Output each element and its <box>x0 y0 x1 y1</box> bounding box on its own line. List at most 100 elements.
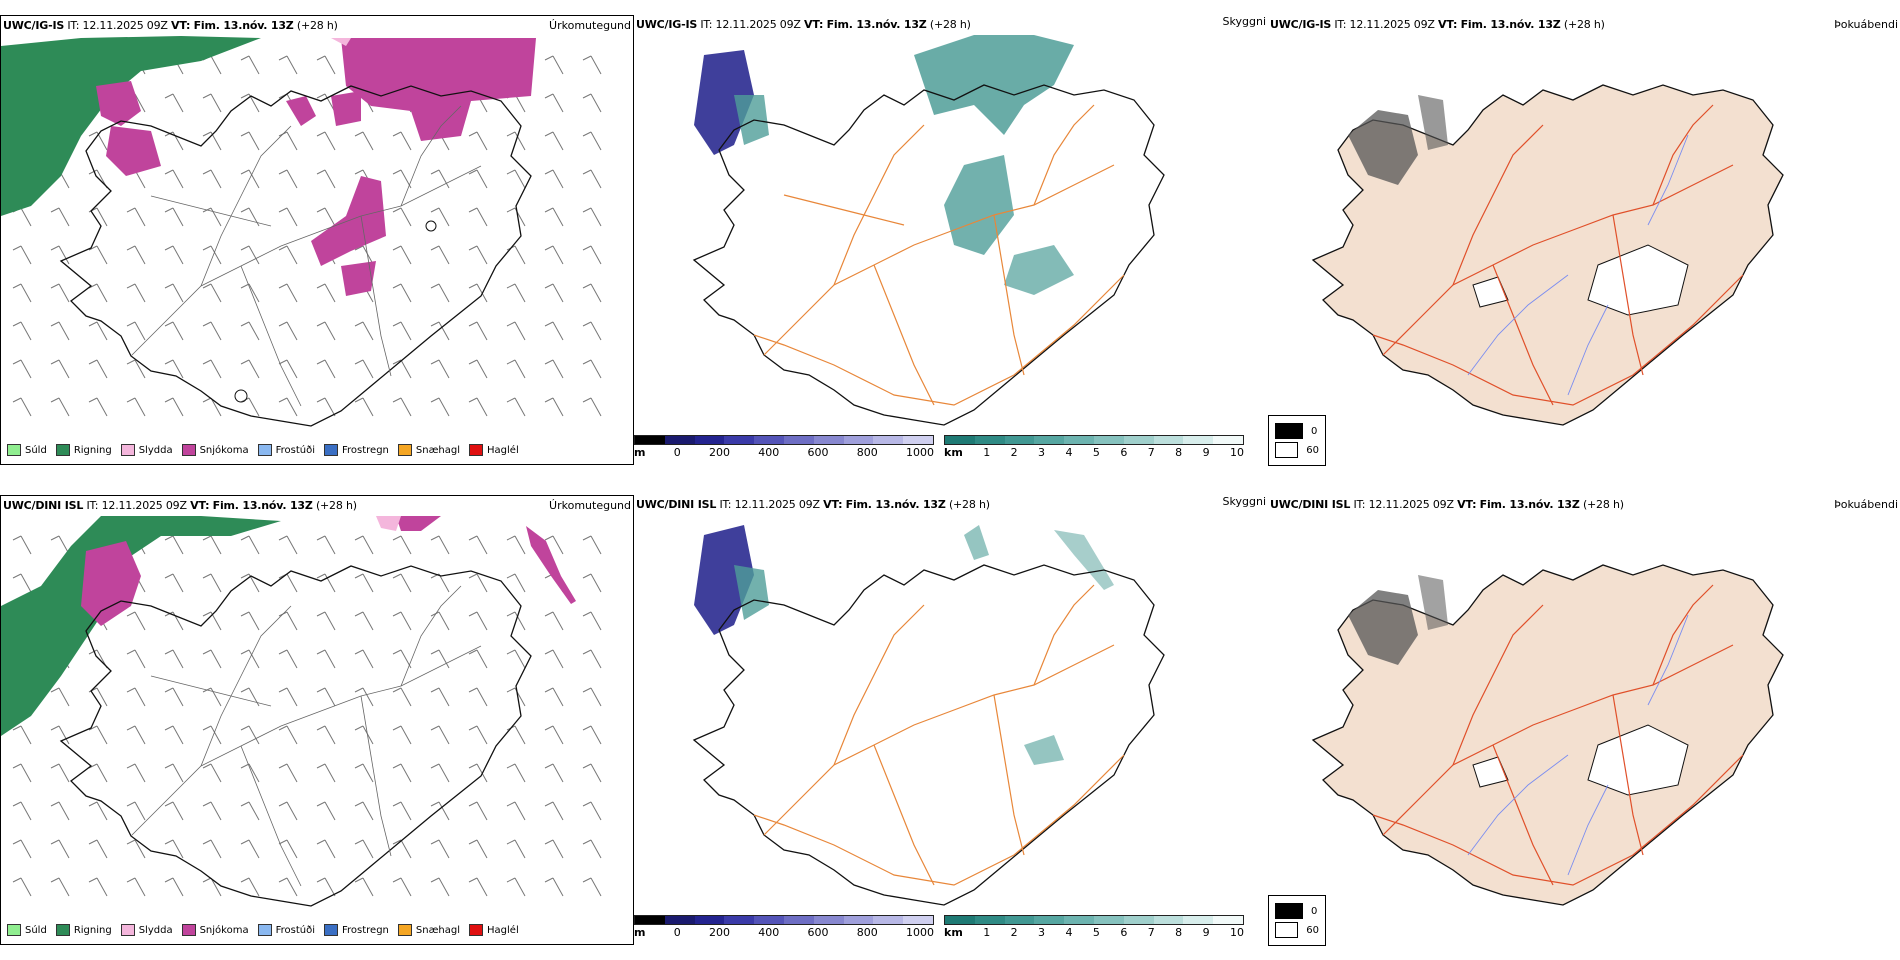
panel-header: UWC/DINI ISL IT: 12.11.2025 09Z VT: Fim.… <box>636 498 990 511</box>
wind-barb <box>506 611 526 631</box>
wind-barb <box>544 687 564 707</box>
wind-barb <box>164 573 184 593</box>
iceland-outline <box>59 85 532 427</box>
wind-barb <box>430 535 450 555</box>
wind-barb <box>392 801 412 821</box>
wind-barb <box>544 359 564 379</box>
wind-barb <box>164 649 184 669</box>
wind-barb <box>506 535 526 555</box>
wind-barb <box>278 801 298 821</box>
model-name: UWC/DINI ISL <box>1270 498 1351 511</box>
wind-barb <box>430 801 450 821</box>
low-visibility-area <box>734 95 769 145</box>
wind-barb <box>240 725 260 745</box>
wind-barb <box>430 321 450 341</box>
wind-barb <box>468 839 488 859</box>
wind-barb <box>12 397 32 417</box>
wind-barb <box>126 397 146 417</box>
legend-label: Frostregn <box>342 444 389 456</box>
wind-barb <box>278 207 298 227</box>
wind-barb <box>126 649 146 669</box>
wind-barb <box>316 573 336 593</box>
wind-barb <box>392 611 412 631</box>
legend-label: Haglél <box>487 924 519 936</box>
wind-barb <box>316 839 336 859</box>
visibility-colorbar-ticks: km 1 2 3 4 5 6 7 8 9 10 <box>944 446 1244 459</box>
fog-legend-item: 60 <box>1275 442 1319 458</box>
glacier <box>1472 276 1509 308</box>
wind-barb <box>278 839 298 859</box>
wind-barb <box>240 763 260 783</box>
wind-barb <box>506 321 526 341</box>
wind-barb <box>202 359 222 379</box>
wind-barb <box>202 245 222 265</box>
legend-label: Frostregn <box>342 924 389 936</box>
wind-barb <box>164 207 184 227</box>
wind-barb <box>316 169 336 189</box>
valid-label: VT: <box>823 498 843 511</box>
snow-area <box>286 96 316 126</box>
wind-barb <box>392 131 412 151</box>
wind-barb <box>278 763 298 783</box>
legend-swatch <box>1275 903 1303 919</box>
legend-label: Súld <box>25 924 47 936</box>
fog-legend-item: 60 <box>1275 922 1319 938</box>
wind-barb <box>582 283 602 303</box>
lead-time: (+28 h) <box>948 498 990 511</box>
legend-label: Frostúði <box>275 924 315 936</box>
road-network <box>1372 584 1744 886</box>
panel-title: Þokuábendi <box>1834 18 1898 31</box>
snow-area <box>341 261 376 296</box>
colorbar-tick: 4 <box>1065 446 1073 459</box>
height-colorbar-strip <box>634 435 934 445</box>
wind-barb <box>88 169 108 189</box>
legend-item: Snæhagl <box>397 924 460 936</box>
wind-barb <box>354 801 374 821</box>
legend-label: Rigning <box>73 924 112 936</box>
colorbar-tick: 6 <box>1120 446 1128 459</box>
wind-barb <box>50 397 70 417</box>
height-colorbar-ticks: m 0 200 400 600 800 1000 <box>634 926 934 939</box>
wind-barb <box>468 687 488 707</box>
wind-barb <box>506 359 526 379</box>
glacier <box>1587 244 1689 316</box>
wind-barb <box>582 131 602 151</box>
precip-type-panel: UWC/DINI ISL IT: 12.11.2025 09Z VT: Fim.… <box>0 495 634 945</box>
visibility-panel: UWC/DINI ISL IT: 12.11.2025 09Z VT: Fim.… <box>634 495 1268 945</box>
visibility-map <box>692 35 1165 426</box>
init-time: 12.11.2025 09Z <box>82 19 168 32</box>
wind-barb <box>316 611 336 631</box>
wind-barb <box>202 169 222 189</box>
wind-barb <box>240 801 260 821</box>
colorbar-tick: 1 <box>983 446 991 459</box>
legend-swatch <box>120 924 135 936</box>
init-time: 12.11.2025 09Z <box>1349 18 1435 31</box>
snow-area <box>81 541 141 626</box>
wind-barb <box>468 169 488 189</box>
wind-barb <box>278 321 298 341</box>
snow-area <box>96 81 141 126</box>
colorbar-tick: 200 <box>708 926 730 939</box>
legend-label: Slydda <box>138 924 173 936</box>
wind-barb <box>354 763 374 783</box>
wind-barb <box>12 877 32 897</box>
snow-area <box>341 38 536 141</box>
wind-barb <box>316 55 336 75</box>
valid-label: VT: <box>190 499 210 512</box>
panel-header: UWC/DINI ISL IT: 12.11.2025 09Z VT: Fim.… <box>3 499 357 512</box>
wind-barb <box>240 535 260 555</box>
wind-barb <box>202 397 222 417</box>
wind-barb <box>392 573 412 593</box>
wind-barb <box>354 245 374 265</box>
wind-barb <box>506 207 526 227</box>
model-name: UWC/IG-IS <box>636 18 698 31</box>
fog-map <box>1311 564 1784 906</box>
wind-barb <box>506 649 526 669</box>
wind-barb <box>392 359 412 379</box>
lead-time: (+28 h) <box>929 18 971 31</box>
legend-swatch <box>181 924 196 936</box>
colorbar-unit: m <box>634 446 646 459</box>
wind-barb <box>544 725 564 745</box>
height-colorbar: m 0 200 400 600 800 1000 <box>634 435 934 459</box>
wind-barb <box>12 245 32 265</box>
